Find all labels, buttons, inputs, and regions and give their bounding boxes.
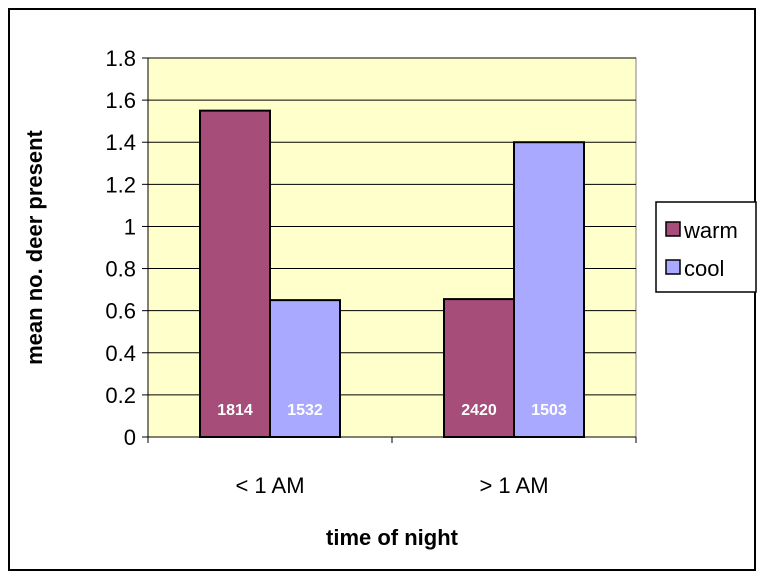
bar-cool-0 xyxy=(269,299,341,438)
y-tick-label: 1 xyxy=(124,214,136,239)
legend-swatch-cool xyxy=(665,259,681,275)
bar-data-label: 1503 xyxy=(531,402,567,419)
x-tick-label: < 1 AM xyxy=(235,473,304,498)
legend-label-warm: warm xyxy=(683,218,738,243)
y-tick-label: 1.4 xyxy=(105,130,136,155)
legend-box xyxy=(655,201,757,293)
bar-warm-0 xyxy=(199,109,271,438)
y-tick-label: 1.2 xyxy=(105,172,136,197)
legend: warm cool xyxy=(655,201,757,293)
y-tick-label: 0 xyxy=(124,425,136,450)
y-axis-title: mean no. deer present xyxy=(22,129,47,364)
y-tick-label: 0.4 xyxy=(105,341,136,366)
legend-label-cool: cool xyxy=(684,256,724,281)
x-axis-title: time of night xyxy=(326,525,459,550)
x-tick-label: > 1 AM xyxy=(479,473,548,498)
bars: 1814 1532 2420 1503 xyxy=(199,109,585,439)
axes xyxy=(142,57,637,443)
bar-data-label: 1814 xyxy=(217,402,253,419)
y-tick-label: 0.8 xyxy=(105,257,136,282)
y-tick-label: 0.2 xyxy=(105,383,136,408)
y-tick-label: 1.8 xyxy=(105,46,136,71)
bar-data-label: 1532 xyxy=(287,402,323,419)
bar-warm-1 xyxy=(443,298,515,439)
bar-data-label: 2420 xyxy=(461,402,497,419)
y-tick-labels: 0 0.2 0.4 0.6 0.8 1 1.2 1.4 1.6 1.8 xyxy=(105,46,136,450)
x-tick-labels: < 1 AM > 1 AM xyxy=(235,473,548,498)
bar-cool-1 xyxy=(513,141,585,438)
y-tick-label: 1.6 xyxy=(105,88,136,113)
y-tick-label: 0.6 xyxy=(105,299,136,324)
legend-swatch-warm xyxy=(665,221,681,237)
